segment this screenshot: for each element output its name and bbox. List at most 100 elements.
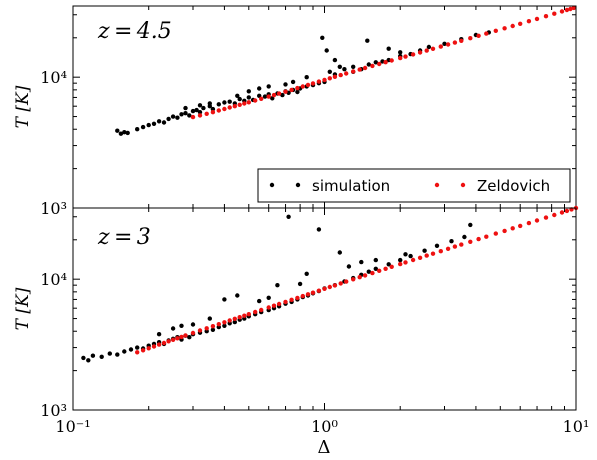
point-zeldovich-p0-43: [452, 40, 458, 45]
y-tick-label-p0-1: 10⁴: [40, 68, 67, 87]
point-zeldovich-p1-12: [197, 328, 203, 333]
point-zeldovich-p0-17: [289, 87, 294, 93]
point-zeldovich-p1-68: [564, 208, 570, 214]
point-simulation-p1-54: [434, 243, 440, 248]
point-zeldovich-p1-39: [351, 277, 356, 282]
point-zeldovich-p1-29: [295, 295, 300, 301]
point-zeldovich-p0-5: [222, 106, 227, 112]
point-zeldovich-p0-13: [266, 94, 271, 99]
point-zeldovich-p0-39: [424, 48, 429, 53]
point-zeldovich-p1-8: [175, 336, 180, 341]
point-zeldovich-p1-54: [452, 244, 458, 249]
point-simulation-p0-6: [146, 122, 151, 128]
point-zeldovich-p1-58: [484, 234, 489, 239]
point-simulation-p1-75: [170, 326, 176, 331]
point-simulation-p0-79: [197, 103, 203, 108]
point-zeldovich-p1-37: [338, 281, 343, 286]
point-zeldovich-p0-41: [438, 44, 443, 49]
point-zeldovich-p0-37: [410, 52, 416, 57]
point-zeldovich-p1-9: [179, 334, 184, 340]
point-simulation-p1-71: [359, 259, 364, 265]
x-axis-label: Δ: [318, 437, 331, 458]
panel-1-ticks: [72, 208, 577, 411]
point-simulation-p0-59: [442, 41, 447, 46]
point-simulation-p0-28: [246, 95, 251, 100]
point-simulation-p0-31: [262, 94, 268, 99]
point-zeldovich-p0-26: [338, 72, 343, 78]
point-simulation-p1-19: [187, 335, 192, 340]
point-simulation-p1-58: [316, 227, 322, 232]
y-tick-label-p1-1: 10⁴: [40, 270, 67, 289]
point-simulation-p0-21: [210, 106, 216, 112]
point-zeldovich-p1-31: [305, 292, 311, 297]
point-zeldovich-p0-38: [417, 50, 423, 55]
point-simulation-p1-68: [297, 281, 303, 287]
point-zeldovich-p0-23: [322, 77, 327, 83]
point-zeldovich-p0-56: [559, 9, 565, 14]
point-simulation-p0-18: [197, 110, 203, 115]
point-zeldovich-p1-64: [534, 218, 540, 223]
point-zeldovich-p0-12: [259, 96, 264, 102]
point-simulation-p0-24: [227, 99, 232, 104]
point-zeldovich-p1-40: [357, 275, 362, 280]
point-zeldovich-p1-52: [438, 249, 443, 254]
point-simulation-p1-6: [122, 349, 127, 354]
x-tick-label-2: 10¹: [563, 417, 590, 436]
point-zeldovich-p1-30: [300, 293, 305, 299]
point-zeldovich-p0-2: [204, 111, 209, 117]
point-simulation-p0-66: [386, 46, 391, 51]
point-simulation-p1-62: [468, 222, 473, 228]
point-zeldovich-p0-55: [552, 11, 557, 16]
point-zeldovich-p0-45: [468, 36, 473, 41]
point-simulation-p1-0: [81, 355, 86, 361]
point-simulation-p1-59: [337, 250, 342, 255]
point-zeldovich-p0-27: [344, 71, 349, 76]
point-simulation-p0-0: [115, 128, 120, 133]
point-simulation-p0-35: [280, 92, 285, 98]
legend-simulation-marker-2: [295, 182, 301, 188]
point-zeldovich-p1-5: [161, 340, 167, 346]
point-zeldovich-p1-61: [510, 226, 515, 231]
point-simulation-p0-65: [365, 38, 370, 43]
y-tick-label-p0-0: 10³: [40, 199, 67, 218]
point-zeldovich-p1-27: [283, 299, 288, 305]
point-zeldovich-p1-50: [424, 253, 429, 258]
point-simulation-p0-76: [351, 64, 356, 70]
point-simulation-p0-9: [161, 120, 167, 125]
point-simulation-p0-23: [222, 100, 227, 105]
point-zeldovich-p0-46: [476, 33, 481, 38]
point-simulation-p0-75: [332, 57, 338, 63]
point-simulation-p1-63: [222, 297, 227, 302]
point-zeldovich-p1-63: [526, 220, 532, 226]
point-simulation-p1-8: [135, 345, 140, 350]
point-zeldovich-p0-6: [227, 105, 232, 110]
point-zeldovich-p0-36: [403, 54, 408, 59]
point-zeldovich-p1-56: [468, 239, 473, 244]
point-zeldovich-p1-13: [204, 326, 209, 331]
point-simulation-p1-67: [275, 283, 280, 288]
point-simulation-p1-4: [107, 351, 113, 356]
point-zeldovich-p1-35: [327, 284, 332, 290]
point-simulation-p0-2: [122, 130, 127, 135]
point-simulation-p0-58: [426, 44, 432, 50]
point-zeldovich-p0-40: [430, 46, 436, 51]
panel-1-label: z = 3: [97, 225, 151, 250]
point-simulation-p0-13: [179, 112, 184, 117]
point-zeldovich-p0-35: [398, 55, 403, 61]
point-simulation-p0-70: [257, 86, 262, 91]
point-zeldovich-p1-41: [362, 273, 368, 278]
point-simulation-p0-12: [175, 115, 180, 120]
point-simulation-p1-56: [462, 234, 467, 240]
point-zeldovich-p1-26: [276, 301, 282, 307]
point-zeldovich-p1-59: [493, 231, 498, 236]
point-simulation-p1-27: [232, 319, 237, 325]
point-simulation-p0-64: [324, 48, 329, 53]
point-zeldovich-p1-11: [190, 330, 196, 336]
point-simulation-p0-11: [170, 114, 176, 119]
point-zeldovich-p1-34: [322, 286, 327, 291]
point-zeldovich-p1-44: [383, 266, 388, 271]
point-zeldovich-p1-3: [151, 344, 157, 349]
point-simulation-p0-8: [156, 119, 162, 124]
point-zeldovich-p0-18: [295, 85, 300, 91]
